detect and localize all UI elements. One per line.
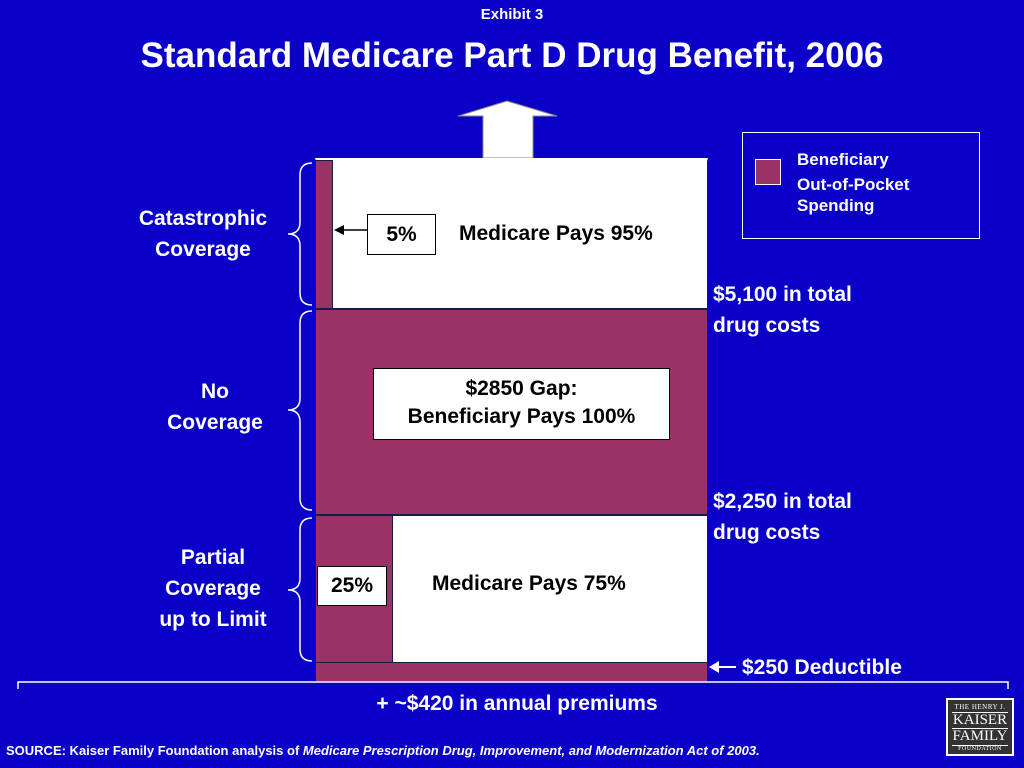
partial-share-box: 25% xyxy=(317,566,387,606)
catastrophic-share-box: 5% xyxy=(367,214,436,255)
partial-medicare-text: Medicare Pays 75% xyxy=(432,572,626,595)
deductible-label: $250 Deductible xyxy=(742,656,902,679)
partial-bracket xyxy=(287,517,313,662)
logo-line4: FOUNDATION xyxy=(952,745,1008,752)
partial-label-line3: up to Limit xyxy=(159,608,267,631)
partial-label-line1: Partial xyxy=(180,546,246,569)
arrow-left-icon xyxy=(334,225,344,235)
legend-line2: Out-of-Pocket xyxy=(797,175,910,194)
legend-swatch xyxy=(755,159,781,185)
premiums-label: + ~$420 in annual premiums xyxy=(376,692,658,715)
gap-bracket xyxy=(287,310,313,511)
gap-label-line1: No xyxy=(201,380,229,403)
upper-threshold-line2: drug costs xyxy=(713,314,821,337)
catastrophic-label-line2: Coverage xyxy=(155,238,251,261)
gap-label-line2: Coverage xyxy=(167,411,263,434)
premium-bracket xyxy=(17,681,1009,689)
catastrophic-label: Catastrophic Coverage xyxy=(108,203,298,265)
partial-label-line2: Coverage xyxy=(165,577,261,600)
deductible-arrow-icon xyxy=(709,661,719,673)
page-title: Standard Medicare Part D Drug Benefit, 2… xyxy=(140,36,884,75)
legend-text: Beneficiary Out-of-Pocket Spending xyxy=(797,145,909,217)
logo-line3: FAMILY xyxy=(952,728,1008,744)
kaiser-logo: THE HENRY J. KAISER FAMILY FOUNDATION xyxy=(946,698,1014,756)
legend-line3: Spending xyxy=(797,196,875,215)
gap-box-line1: $2850 Gap: xyxy=(465,377,578,400)
catastrophic-label-line1: Catastrophic xyxy=(138,207,268,230)
legend: Beneficiary Out-of-Pocket Spending xyxy=(742,132,980,239)
catastrophic-medicare-text: Medicare Pays 95% xyxy=(459,222,653,245)
source-prefix: SOURCE: Kaiser Family Foundation analysi… xyxy=(6,743,303,758)
gap-box: $2850 Gap: Beneficiary Pays 100% xyxy=(373,368,670,440)
upper-threshold-label: $5,100 in total drug costs xyxy=(713,279,852,341)
gap-label: No Coverage xyxy=(140,376,290,438)
legend-line1: Beneficiary xyxy=(797,150,889,169)
gap-box-line2: Beneficiary Pays 100% xyxy=(407,405,636,428)
lower-threshold-line2: drug costs xyxy=(713,521,821,544)
logo-line1: THE HENRY J. xyxy=(954,703,1006,711)
source-italic: Medicare Prescription Drug, Improvement,… xyxy=(302,743,760,758)
lower-threshold-label: $2,250 in total drug costs xyxy=(713,486,852,548)
logo-line2: KAISER xyxy=(952,712,1008,728)
partial-label: Partial Coverage up to Limit xyxy=(128,542,298,635)
catastrophic-beneficiary-segment xyxy=(315,160,333,309)
exhibit-label: Exhibit 3 xyxy=(480,6,544,23)
catastrophic-bracket xyxy=(287,162,313,306)
lower-threshold-line1: $2,250 in total xyxy=(713,490,852,513)
source-note: SOURCE: Kaiser Family Foundation analysi… xyxy=(6,743,760,758)
upper-threshold-line1: $5,100 in total xyxy=(713,283,852,306)
